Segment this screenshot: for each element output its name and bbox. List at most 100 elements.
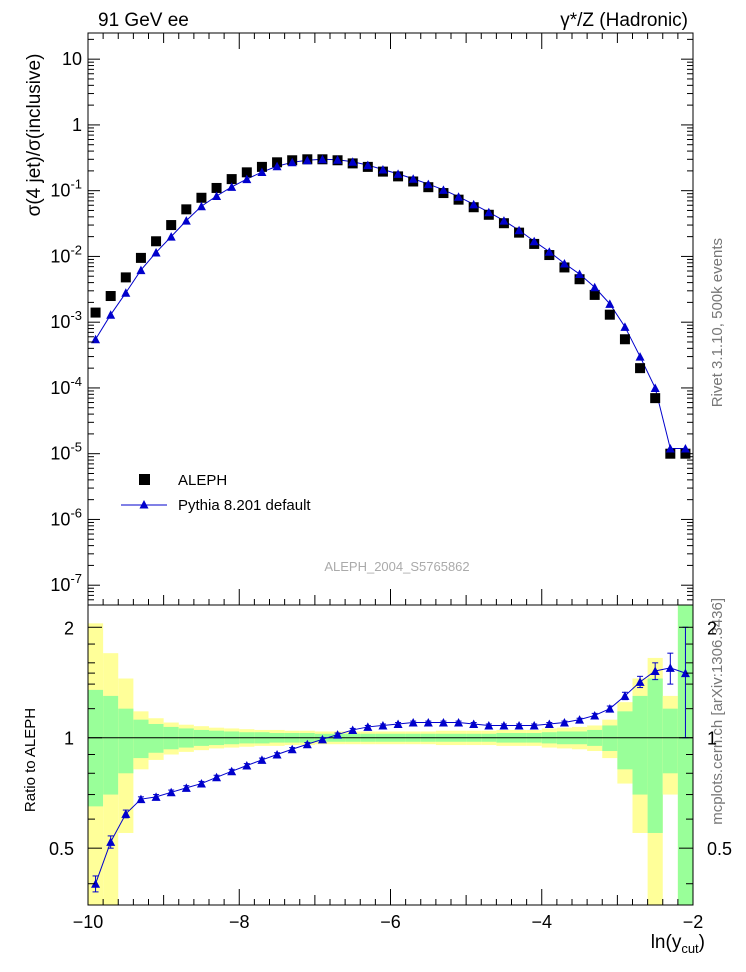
ratio-mc-point [665,663,675,672]
ratio-mc-point [408,718,418,727]
main-mc-point [348,157,358,166]
x-tick-label: −4 [531,912,552,932]
main-mc-point [393,169,403,178]
ratio-mc-point [514,720,524,730]
ratio-mc-point [106,837,116,846]
main-data-point [574,274,585,285]
ratio-mc-point [575,715,585,724]
ratio-mc-point [181,783,191,792]
main-mc-point [106,310,116,319]
main-data-point [665,448,676,459]
ratio-mc-point [317,734,327,744]
ratio-mc-point [257,755,267,764]
band-inner-bin [118,708,134,774]
ratio-mc-point [212,772,222,782]
main-data-point [619,334,630,345]
main-mc-point [136,265,146,275]
ratio-mc-point [272,750,282,759]
ratio-mc-point [454,718,464,727]
main-mc-point [287,157,297,167]
x-tick-label: −6 [380,912,401,932]
main-mc-point [121,288,131,297]
band-inner-bin [88,689,104,807]
band-inner-bin [617,711,633,770]
mcplots-label: mcplots.cern.ch [arXiv:1306.3436] [709,598,726,825]
main-mc-point [438,185,448,194]
ratio-mc-point [378,720,388,730]
ratio-mc-point [620,691,630,700]
ratio-mc-point [544,719,554,728]
ratio-mc-point [438,718,448,727]
ratio-panel [88,626,693,893]
main-data-point [226,174,237,185]
ratio-mc-point [484,720,494,730]
main-mc-point [257,167,267,177]
ratio-ylabel: Ratio to ALEPH [22,708,39,812]
header-right-title: γ*/Z (Hadronic) [560,10,688,31]
main-data-point [196,192,207,203]
ratio-mc-point [91,879,101,888]
ratio-mc-point [680,668,690,678]
ratio-mc-line [95,667,686,884]
main-mc-point [484,207,494,217]
main-mc-point [575,269,585,279]
ratio-mc-point [650,666,660,675]
analysis-watermark: ALEPH_2004_S5765862 [324,559,469,574]
legend-aleph-label: ALEPH [178,472,227,489]
ratio-y-tick-label-right: 1 [707,729,717,749]
main-mc-point [212,191,222,200]
band-inner-bin [632,695,648,795]
main-mc-point [605,299,615,308]
ratio-mc-point [469,719,479,728]
main-mc-point [227,182,237,191]
band-inner-bin [103,695,119,795]
main-mc-point [469,199,479,209]
main-mc-point [454,192,464,201]
main-mc-point [378,164,388,174]
main-data-point [181,204,192,215]
main-data-point [90,307,101,318]
main-ylabel: σ(4 jet)/σ(inclusive) [24,54,45,217]
ratio-mc-point [423,718,433,727]
main-data-point [166,220,177,231]
main-data-point [120,272,131,283]
main-mc-point [333,155,343,164]
main-data-point [256,161,267,172]
band-inner-bin [662,708,678,774]
main-mc-point [514,225,524,235]
legend-pythia-marker [139,500,149,509]
ratio-uncertainty-bands [88,605,693,905]
ratio-mc-point [196,779,206,788]
main-panel [90,154,691,459]
main-y-tick-label: 10-1 [50,177,82,201]
ratio-y-tick-label: 1 [64,729,74,749]
ratio-mc-point [605,704,615,713]
x-tick-label: −8 [229,912,250,932]
ratio-mc-point [635,677,645,686]
main-mc-point [272,161,282,171]
main-mc-point [317,154,327,164]
ratio-mc-point [136,794,146,804]
main-mc-point [408,174,418,183]
main-data-point [241,167,252,178]
band-inner-bin [677,605,693,905]
ratio-mc-point [348,725,358,734]
ratio-mc-point [333,730,343,739]
main-mc-point [91,334,101,344]
main-mc-point [363,160,373,170]
main-y-tick-label: 10-5 [50,440,82,464]
main-mc-point [620,322,630,331]
main-y-tick-label: 10 [62,49,82,69]
main-data-point [589,289,600,300]
main-y-tick-label: 10-3 [50,308,82,332]
band-inner-bin [602,725,618,752]
main-data-point [604,309,615,320]
header-left-title: 91 GeV ee [98,10,189,31]
main-mc-point [665,443,675,453]
main-data-point [151,236,162,247]
main-y-tick-label: 10-4 [50,374,82,398]
main-mc-point [650,383,660,392]
main-y-tick-label: 10-2 [50,242,82,266]
legend: ALEPH Pythia 8.201 default [121,472,311,514]
